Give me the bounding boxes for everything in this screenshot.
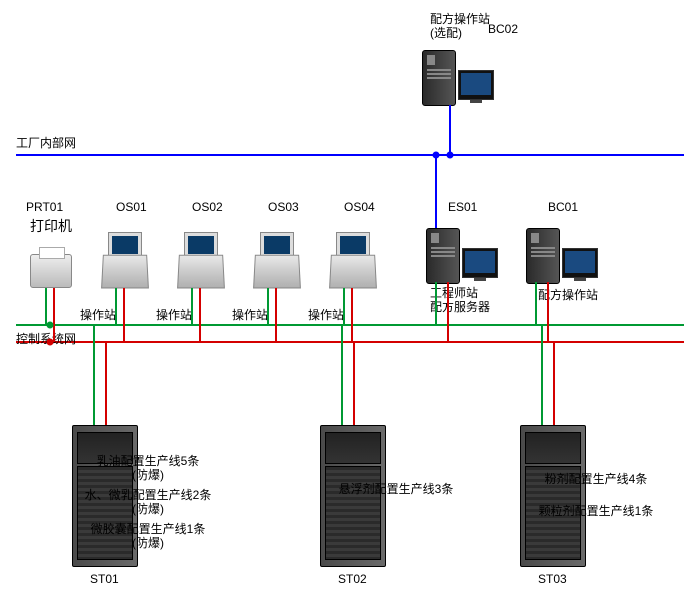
es01-drop-b — [447, 282, 449, 342]
junction-2 — [47, 322, 54, 329]
os02-icon — [178, 232, 222, 286]
st02-drop-b — [353, 342, 355, 425]
os03-drop-a — [267, 288, 269, 325]
bc01-monitor-icon — [562, 248, 598, 278]
os01-label: 操作站 — [80, 306, 116, 323]
control-net-line-b — [16, 341, 684, 343]
st03-drop-a — [541, 325, 543, 425]
os03-id: OS03 — [268, 200, 299, 214]
junction-1 — [447, 152, 454, 159]
os01-drop-a — [115, 288, 117, 325]
st01-desc-1: 水、微乳配置生产线2条 (防爆) — [85, 488, 212, 516]
st01-drop-a — [93, 325, 95, 425]
bc01-drop-b — [547, 282, 549, 342]
es01-tower-icon — [426, 228, 460, 284]
os02-label: 操作站 — [156, 306, 192, 323]
prt01-label: 打印机 — [30, 216, 72, 236]
prt01-drop-a — [45, 288, 47, 325]
prt01-id: PRT01 — [26, 200, 63, 214]
os01-icon — [102, 232, 146, 286]
bc02-id: BC02 — [488, 22, 518, 36]
st01-desc-0: 乳油配置生产线5条 (防爆) — [97, 454, 200, 482]
bc02-label: 配方操作站 (选配) — [430, 12, 490, 40]
st03-drop-b — [553, 342, 555, 425]
st03-id: ST03 — [538, 572, 567, 586]
factory-net-label: 工厂内部网 — [16, 134, 76, 151]
st03-cabinet-icon — [520, 425, 586, 567]
bc01-id: BC01 — [548, 200, 578, 214]
st02-drop-a — [341, 325, 343, 425]
junction-3 — [47, 339, 54, 346]
st01-id: ST01 — [90, 572, 119, 586]
os03-icon — [254, 232, 298, 286]
bc02-monitor-icon — [458, 70, 494, 100]
es01-id: ES01 — [448, 200, 477, 214]
bc02-drop — [449, 105, 451, 155]
st01-drop-b — [105, 342, 107, 425]
es01-monitor-icon — [462, 248, 498, 278]
printer-icon — [30, 254, 72, 288]
os04-drop-a — [343, 288, 345, 325]
st03-desc-0: 粉剂配置生产线4条 — [545, 472, 648, 486]
bc01-drop-a — [535, 282, 537, 325]
os04-icon — [330, 232, 374, 286]
os04-id: OS04 — [344, 200, 375, 214]
junction-0 — [433, 152, 440, 159]
st02-id: ST02 — [338, 572, 367, 586]
es01-up — [435, 155, 437, 228]
os01-drop-b — [123, 288, 125, 342]
os01-id: OS01 — [116, 200, 147, 214]
control-net-label: 控制系统网 — [16, 330, 76, 347]
os03-label: 操作站 — [232, 306, 268, 323]
os02-drop-b — [199, 288, 201, 342]
os02-id: OS02 — [192, 200, 223, 214]
st01-desc-2: 微胶囊配置生产线1条 (防爆) — [91, 522, 206, 550]
factory-net-line — [16, 154, 684, 156]
es01-label: 工程师站 配方服务器 — [430, 286, 490, 314]
st03-desc-1: 颗粒剂配置生产线1条 — [539, 504, 654, 518]
st02-cabinet-icon — [320, 425, 386, 567]
bc01-tower-icon — [526, 228, 560, 284]
os04-label: 操作站 — [308, 306, 344, 323]
os04-drop-b — [351, 288, 353, 342]
os03-drop-b — [275, 288, 277, 342]
bc02-tower-icon — [422, 50, 456, 106]
es01-drop-a — [435, 282, 437, 325]
st02-desc-0: 悬浮剂配置生产线3条 — [339, 482, 454, 496]
prt01-drop-b — [53, 288, 55, 342]
os02-drop-a — [191, 288, 193, 325]
